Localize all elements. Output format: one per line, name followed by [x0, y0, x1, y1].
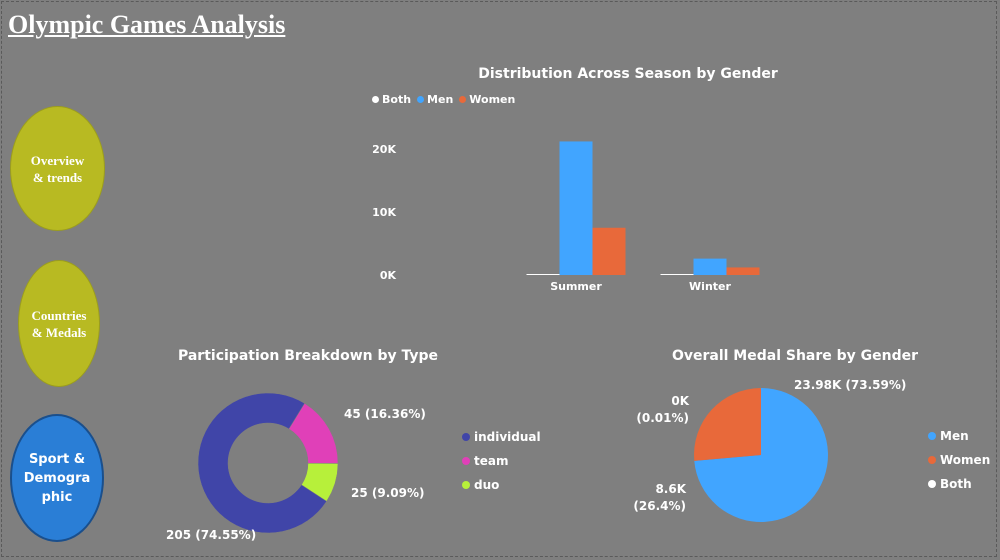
legend-dot-women	[459, 96, 467, 103]
legend-item-pie-women[interactable]: Women	[928, 453, 990, 467]
y-tick-label: 10K	[372, 206, 396, 219]
legend-item-women[interactable]: Women	[459, 93, 515, 106]
legend-dot-duo	[462, 481, 470, 489]
bar-both-winter[interactable]	[660, 274, 694, 275]
legend-dot-men	[417, 96, 425, 103]
donut-slice-individual[interactable]	[197, 392, 327, 534]
pie-chart-title: Overall Medal Share by Gender	[671, 348, 919, 364]
legend-item-team[interactable]: team	[462, 454, 541, 468]
legend-item-both[interactable]: Both	[372, 93, 411, 106]
pie-data-label-women: 8.6K	[655, 482, 686, 496]
legend-item-duo[interactable]: duo	[462, 478, 541, 492]
legend-dot-both	[372, 96, 379, 103]
donut-chart-title: Participation Breakdown by Type	[177, 348, 439, 364]
pie-slice-men[interactable]	[694, 388, 828, 522]
donut-legend: individual team duo	[462, 430, 541, 502]
y-tick-label: 20K	[372, 143, 396, 156]
legend-dot-individual	[462, 433, 470, 441]
pie-data-label-both: 0K	[671, 394, 689, 408]
pie-data-label-both: (0.01%)	[636, 411, 689, 425]
donut-data-label-team: 45 (16.36%)	[344, 407, 426, 421]
nav-sport-demographic-label: Sport & Demogra phic	[23, 451, 91, 505]
bar-both-summer[interactable]	[526, 274, 560, 275]
y-tick-label: 0K	[380, 269, 397, 282]
bar-chart-legend: Both Men Women	[372, 93, 515, 106]
bar-men-summer[interactable]	[559, 141, 593, 275]
bar-women-summer[interactable]	[592, 227, 626, 275]
legend-dot-pie-men	[928, 432, 936, 440]
legend-label-pie-women: Women	[940, 453, 991, 467]
donut-data-label-individual: 205 (74.55%)	[166, 528, 256, 542]
legend-item-pie-both[interactable]: Both	[928, 477, 990, 491]
legend-dot-pie-women	[928, 456, 936, 464]
legend-dot-pie-both	[928, 480, 936, 488]
nav-overview-trends-button[interactable]: Overview & trends	[10, 106, 105, 231]
legend-label-both: Both	[382, 93, 412, 106]
legend-item-individual[interactable]: individual	[462, 430, 541, 444]
bar-women-winter[interactable]	[726, 267, 760, 275]
page-title: Olympic Games Analysis	[8, 10, 286, 39]
legend-item-pie-men[interactable]: Men	[928, 429, 990, 443]
legend-label-team: team	[474, 454, 509, 468]
legend-label-women: Women	[469, 93, 516, 106]
donut-data-label-duo: 25 (9.09%)	[351, 486, 424, 500]
nav-overview-trends-label: Overview & trends	[30, 152, 85, 185]
nav-countries-medals-label: Countries & Medals	[31, 307, 87, 340]
legend-dot-team	[462, 457, 470, 465]
legend-label-duo: duo	[474, 478, 500, 492]
legend-label-individual: individual	[474, 430, 541, 444]
x-tick-label: Summer	[550, 280, 602, 293]
legend-label-men: Men	[427, 93, 454, 106]
nav-countries-medals-button[interactable]: Countries & Medals	[18, 260, 100, 387]
nav-sport-demographic-button[interactable]: Sport & Demogra phic	[10, 414, 104, 542]
pie-data-label-women: (26.4%)	[633, 499, 686, 513]
x-tick-label: Winter	[689, 280, 731, 293]
pie-slice-women[interactable]	[694, 388, 761, 461]
legend-label-pie-men: Men	[940, 429, 969, 443]
pie-legend: Men Women Both	[928, 429, 990, 501]
legend-label-pie-both: Both	[940, 477, 972, 491]
pie-data-label-men: 23.98K (73.59%)	[794, 378, 906, 392]
bar-men-winter[interactable]	[693, 258, 727, 275]
legend-item-men[interactable]: Men	[417, 93, 453, 106]
bar-chart-title: Distribution Across Season by Gender	[478, 66, 778, 82]
